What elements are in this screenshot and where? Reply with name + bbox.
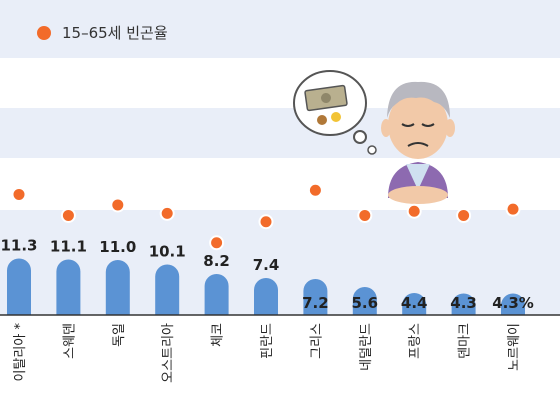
- category-label-5: 핀란드: [260, 323, 275, 359]
- background-band: [0, 108, 560, 158]
- value-label-2: 11.0: [99, 238, 136, 256]
- rate-dot-2: [110, 197, 126, 213]
- money-thought-bubble-icon: [293, 70, 377, 155]
- rate-dot-7: [357, 207, 373, 223]
- category-label-0: 이탈리아 *: [13, 323, 28, 382]
- rate-dot-4: [209, 235, 225, 251]
- background-band: [0, 0, 560, 58]
- bar-6: [303, 279, 328, 315]
- dots-layer: [11, 182, 521, 251]
- rate-dot-8: [406, 203, 422, 219]
- category-label-7: 네덜란드: [359, 323, 374, 371]
- rate-dot-0: [11, 186, 27, 202]
- bar-10: [501, 293, 525, 315]
- elderly-man-icon: [381, 81, 455, 204]
- bar-7: [352, 287, 377, 315]
- bars-layer: [7, 258, 525, 315]
- rate-dot-10: [505, 201, 521, 217]
- bar-3: [155, 264, 180, 315]
- value-label-4: 8.2: [203, 252, 230, 270]
- value-label-7: 5.6: [352, 294, 379, 312]
- value-label-0: 11.3: [0, 237, 37, 255]
- bar-0: [7, 258, 31, 315]
- legend-dot-icon: [37, 26, 51, 40]
- category-label-10: 노르웨이: [507, 323, 522, 371]
- category-label-1: 스웨덴: [62, 323, 77, 359]
- bar-4: [204, 274, 229, 315]
- value-label-8: 4.4: [401, 294, 428, 312]
- value-label-5: 7.4: [253, 256, 280, 274]
- legend-label: 15–65세 빈곤율: [62, 24, 168, 42]
- legend: 15–65세 빈곤율: [37, 24, 168, 42]
- category-label-3: 오스트리아: [161, 323, 176, 383]
- value-label-6: 7.2: [302, 294, 329, 312]
- rate-dot-1: [60, 207, 76, 223]
- category-label-6: 그리스: [309, 323, 324, 359]
- value-label-10: 4.3%: [492, 294, 534, 312]
- category-label-2: 독일: [112, 323, 127, 347]
- bar-9: [451, 293, 476, 315]
- rate-dot-9: [456, 207, 472, 223]
- category-label-9: 덴마크: [458, 323, 473, 359]
- category-label-4: 체코: [211, 323, 226, 347]
- labels-layer: 11.3 이탈리아 * 11.1 스웨덴 11.0 독일 10.1 오스트리아 8.2 체코 7.4…: [0, 237, 533, 383]
- rate-dot-6: [307, 182, 323, 198]
- rate-dot-5: [258, 214, 274, 230]
- rate-dot-3: [159, 205, 175, 221]
- value-label-1: 11.1: [50, 238, 87, 256]
- bar-5: [254, 278, 278, 315]
- value-label-9: 4.3: [450, 294, 477, 312]
- bar-2: [105, 260, 130, 315]
- bar-1: [56, 259, 81, 315]
- value-label-3: 10.1: [149, 243, 186, 261]
- category-label-8: 프랑스: [408, 323, 423, 359]
- bar-8: [402, 293, 427, 315]
